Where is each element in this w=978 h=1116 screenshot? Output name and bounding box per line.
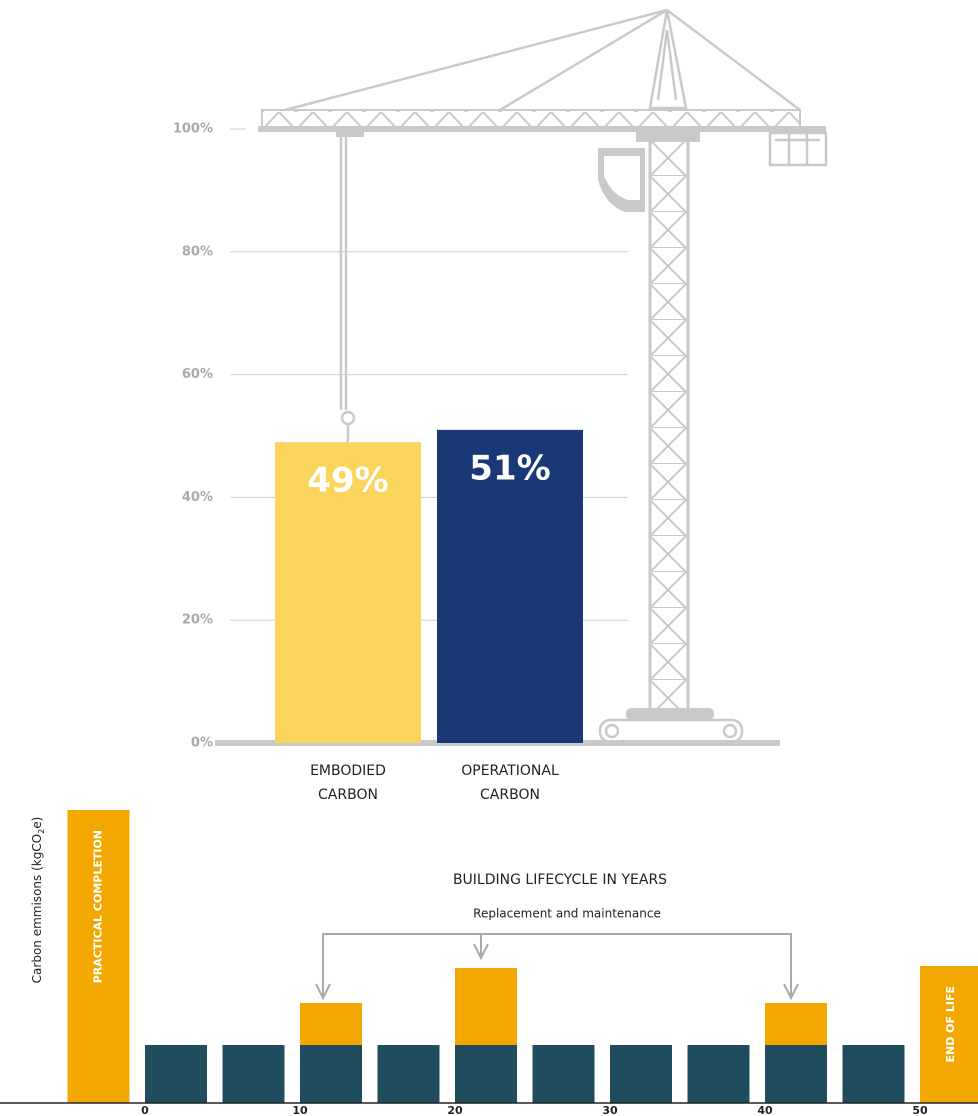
x-tick-label: 30 — [602, 1104, 618, 1116]
plot: 49% EMBODIED CARBON 51% OPERATIONAL CARBON — [275, 429, 583, 803]
y-tick-label: 20% — [182, 613, 213, 628]
x-tick-label: 50 — [912, 1104, 928, 1116]
bar-label: END OF LIFE — [944, 986, 957, 1063]
y-axis-label: Carbon emmisons (kgCO2e) — [30, 817, 46, 984]
y-tick-label: 0% — [191, 736, 213, 751]
bar-segment — [610, 1045, 672, 1103]
y-label-sub: 2 — [37, 829, 46, 834]
x-tick-label: 10 — [292, 1104, 308, 1116]
bar-segment — [455, 1045, 517, 1103]
bar-segment — [300, 1045, 362, 1103]
label-line: CARBON — [480, 787, 540, 803]
bar-segment — [765, 1003, 827, 1045]
bar-segment — [532, 1045, 595, 1103]
x-tick-label: 20 — [447, 1104, 463, 1116]
y-label-text: Carbon emmisons (kgCO — [30, 834, 44, 983]
label-line: CARBON — [318, 787, 378, 803]
x-tick-label: OPERATIONAL CARBON — [461, 763, 559, 803]
bar-segment — [842, 1045, 905, 1103]
y-label-text: e) — [30, 817, 44, 829]
bar-segment — [687, 1045, 750, 1103]
bar-segment — [765, 1045, 827, 1103]
bar-segment — [300, 1003, 362, 1045]
value-label: 51% — [469, 448, 550, 488]
x-tick-label: 0 — [141, 1104, 149, 1116]
bar-segment — [455, 968, 517, 1045]
chart-title: BUILDING LIFECYCLE IN YEARS — [453, 872, 667, 888]
bar-segment — [222, 1045, 285, 1103]
y-tick-label: 40% — [182, 490, 213, 505]
label-line: OPERATIONAL — [461, 763, 559, 779]
plot: PRACTICAL COMPLETION END OF LIFE 0 10 20 30 40… — [67, 810, 978, 1116]
bracket-arrows — [315, 933, 799, 1001]
bar-segment — [67, 810, 130, 1103]
bar-segment — [377, 1045, 440, 1103]
bar-label: PRACTICAL COMPLETION — [92, 830, 105, 983]
y-tick-label: 80% — [182, 244, 213, 259]
value-label: 49% — [307, 461, 388, 501]
y-tick-label: 100% — [173, 122, 213, 137]
y-tick-label: 60% — [182, 367, 213, 382]
x-tick-label: EMBODIED CARBON — [310, 763, 386, 803]
x-tick-label: 40 — [757, 1104, 773, 1116]
bar-segment — [145, 1045, 207, 1103]
bar — [437, 429, 583, 743]
bar-segment — [920, 966, 978, 1103]
annotation: Replacement and maintenance — [473, 907, 661, 921]
label-line: EMBODIED — [310, 763, 386, 779]
bar — [275, 442, 421, 743]
